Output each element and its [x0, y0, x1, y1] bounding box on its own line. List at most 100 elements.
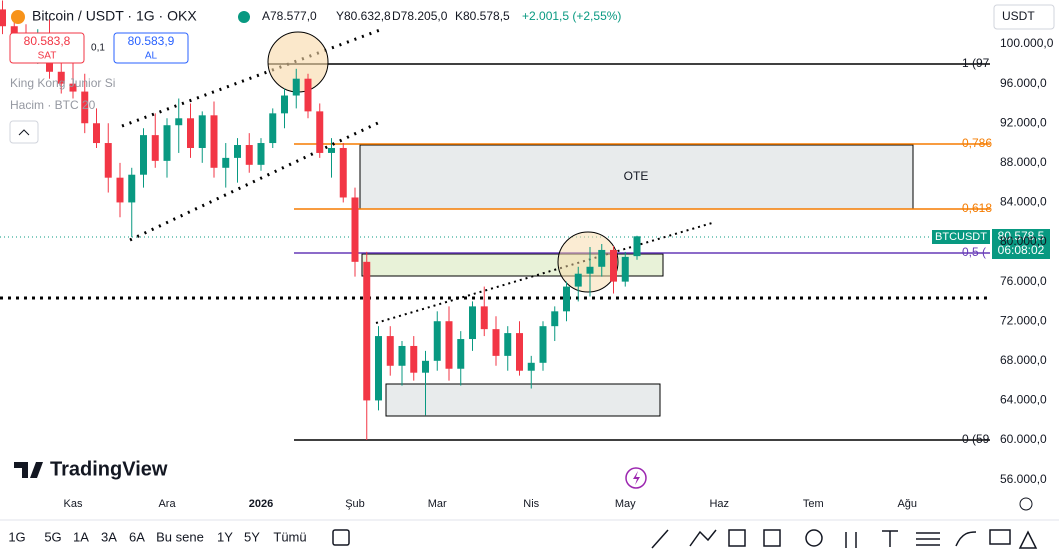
y-tick-label: 76.000,0 — [1000, 274, 1047, 288]
symbol-tag — [932, 230, 990, 244]
candle-body — [163, 125, 171, 161]
channel-line — [121, 28, 381, 128]
candle-body — [281, 95, 288, 114]
x-tick-label: Nis — [523, 498, 539, 510]
fib-label: 0 (59 — [962, 432, 990, 446]
range-button[interactable]: 5Y — [244, 529, 260, 544]
measure-tool[interactable] — [1018, 530, 1038, 549]
ohlc: Y80.632,8 — [336, 9, 391, 23]
candle-body — [0, 9, 6, 27]
zone-box — [385, 383, 661, 417]
indicator: Hacim · BTC 20 — [10, 98, 96, 112]
rect-tool[interactable] — [728, 529, 746, 547]
tool-icons — [332, 529, 1038, 549]
label-tool[interactable] — [763, 529, 781, 547]
price-tag — [992, 229, 1050, 259]
y-tick-label: 92.000,0 — [1000, 115, 1047, 129]
buy-button[interactable] — [113, 32, 189, 64]
candle-body — [93, 123, 100, 144]
symbol: Bitcoin / USDT · 1G · OKX — [32, 8, 197, 24]
logo: TradingView — [50, 458, 168, 480]
change: +2.001,5 (+2,55%) — [522, 9, 621, 23]
candle-body — [175, 118, 183, 126]
fib-labels: 1 (97 0,786 0,618 0,5 ( 0 (59 — [962, 56, 992, 446]
y-tick-label: 84.000,0 — [1000, 195, 1047, 209]
candle-body — [398, 345, 406, 366]
range-button[interactable]: Bu sene — [156, 529, 204, 544]
sell-label: SAT — [38, 51, 57, 62]
collapse-button[interactable] — [9, 120, 39, 144]
date-icon[interactable] — [332, 529, 350, 546]
candle-body — [375, 336, 382, 401]
candle-body — [563, 286, 570, 312]
brush-tool[interactable] — [955, 531, 977, 547]
y-tick-label: 56.000,0 — [1000, 472, 1047, 486]
candle-body — [551, 311, 559, 327]
fork-tool[interactable] — [845, 532, 857, 548]
candle-body — [292, 78, 300, 96]
y-tick-label: 60.000,0 — [1000, 432, 1047, 446]
y-tick-label: 88.000,0 — [1000, 155, 1047, 169]
range-button[interactable]: 6A — [129, 529, 145, 544]
x-tick-label: Kas — [64, 498, 83, 510]
text-tool[interactable] — [882, 530, 898, 547]
sell-button[interactable] — [9, 32, 85, 64]
candle-body — [328, 147, 335, 153]
x-tick-label: Haz — [709, 498, 729, 510]
fib-label: 0,5 ( — [962, 245, 986, 259]
drawings: OTE — [0, 28, 990, 441]
candle-body — [621, 256, 629, 282]
settings-icon[interactable] — [1019, 497, 1033, 511]
ohlc: D78.205,0 — [392, 9, 448, 23]
candle-body — [222, 157, 230, 168]
candle-body — [574, 273, 582, 287]
logo-mark — [14, 462, 43, 478]
range-button[interactable]: Tümü — [273, 529, 306, 544]
buy-price: 80.583,9 — [128, 34, 175, 48]
ote-box — [359, 144, 914, 210]
candle-body — [257, 143, 265, 165]
x-tick-label: Ara — [158, 498, 176, 510]
y-tick-label: 64.000,0 — [1000, 393, 1047, 407]
x-tick-label: May — [615, 498, 636, 510]
candle-body — [316, 111, 324, 153]
candle-body — [386, 336, 394, 366]
sell-price: 80.583,8 — [24, 34, 71, 48]
candle-body — [245, 145, 253, 165]
candle-body — [210, 115, 218, 168]
fib-tool[interactable] — [916, 532, 940, 546]
candle-body — [527, 362, 535, 371]
trend-line — [375, 222, 713, 324]
candles — [0, 0, 641, 441]
path-tool[interactable] — [689, 529, 717, 547]
ruler-tool[interactable] — [989, 529, 1011, 545]
status-dot — [238, 11, 250, 23]
symbol-tag-text: BTCUSDT — [935, 231, 987, 243]
fib-label: 0,786 — [962, 136, 992, 150]
candle-body — [351, 197, 359, 262]
y-tick-label: 68.000,0 — [1000, 353, 1047, 367]
candle-body — [116, 177, 124, 203]
alert-icon[interactable] — [625, 467, 647, 489]
circle-tool[interactable] — [805, 529, 823, 547]
line-tool[interactable] — [651, 529, 669, 549]
range-button[interactable]: 1G — [8, 529, 25, 544]
candle-body — [433, 321, 441, 361]
ohlc: A78.577,0 — [262, 9, 317, 23]
candle-body — [633, 236, 641, 257]
x-tick-label: Şub — [345, 498, 365, 510]
candle-body — [104, 143, 112, 178]
candle-body — [128, 174, 136, 203]
candle-body — [610, 249, 617, 282]
range-button[interactable]: 3A — [101, 529, 117, 544]
range-button[interactable]: 1A — [73, 529, 89, 544]
currency: USDT — [1002, 9, 1035, 23]
range-button[interactable]: 1Y — [217, 529, 233, 544]
candle-body — [457, 339, 465, 369]
currency-select[interactable] — [993, 4, 1055, 30]
candle-body — [469, 306, 476, 340]
indicator: King Kong Junior Si — [10, 76, 115, 90]
range-button[interactable]: 5G — [44, 529, 61, 544]
candle-body — [598, 249, 606, 267]
